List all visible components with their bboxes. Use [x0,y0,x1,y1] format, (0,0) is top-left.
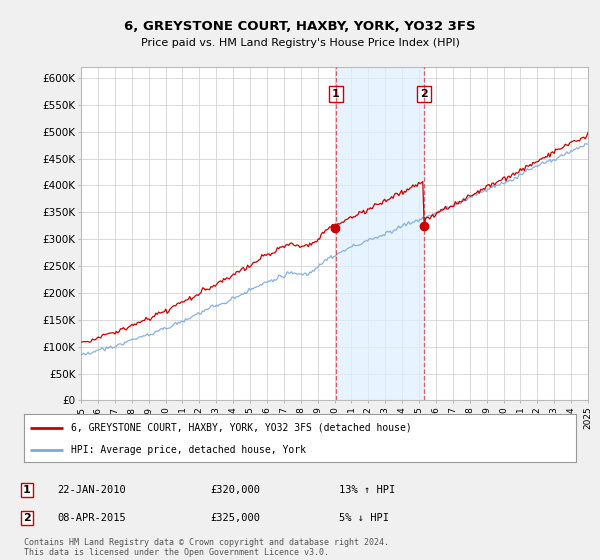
Text: 2: 2 [23,513,31,523]
Text: £320,000: £320,000 [210,485,260,495]
Text: 13% ↑ HPI: 13% ↑ HPI [339,485,395,495]
Bar [335,67,424,400]
Text: 08-APR-2015: 08-APR-2015 [57,513,126,523]
Text: Price paid vs. HM Land Registry's House Price Index (HPI): Price paid vs. HM Land Registry's House … [140,38,460,48]
Text: 5% ↓ HPI: 5% ↓ HPI [339,513,389,523]
Text: HPI: Average price, detached house, York: HPI: Average price, detached house, York [71,445,306,455]
Text: 1: 1 [332,89,340,99]
Text: 6, GREYSTONE COURT, HAXBY, YORK, YO32 3FS: 6, GREYSTONE COURT, HAXBY, YORK, YO32 3F… [124,20,476,32]
Text: 22-JAN-2010: 22-JAN-2010 [57,485,126,495]
Text: Contains HM Land Registry data © Crown copyright and database right 2024.
This d: Contains HM Land Registry data © Crown c… [24,538,389,557]
Text: 1: 1 [23,485,31,495]
Text: £325,000: £325,000 [210,513,260,523]
Text: 2: 2 [419,89,427,99]
Text: 6, GREYSTONE COURT, HAXBY, YORK, YO32 3FS (detached house): 6, GREYSTONE COURT, HAXBY, YORK, YO32 3F… [71,423,412,433]
